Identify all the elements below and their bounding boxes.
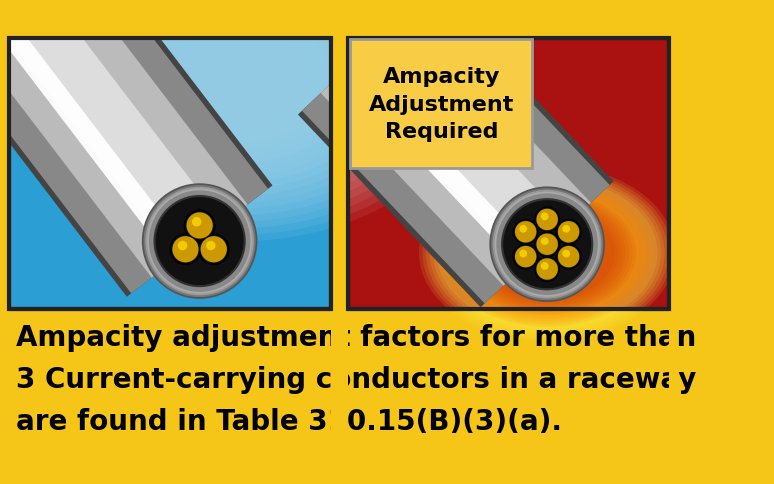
Ellipse shape bbox=[458, 192, 636, 315]
Circle shape bbox=[535, 257, 560, 282]
Ellipse shape bbox=[451, 187, 643, 319]
Bar bbox=[331, 30, 348, 454]
Circle shape bbox=[562, 226, 570, 233]
Circle shape bbox=[535, 208, 560, 232]
Circle shape bbox=[206, 241, 215, 251]
Circle shape bbox=[541, 238, 549, 245]
Ellipse shape bbox=[426, 170, 668, 336]
Circle shape bbox=[199, 235, 228, 265]
Ellipse shape bbox=[22, 0, 447, 223]
Ellipse shape bbox=[31, 0, 437, 216]
Text: Ampacity adjustment factors for more than: Ampacity adjustment factors for more tha… bbox=[15, 324, 696, 352]
Ellipse shape bbox=[469, 199, 625, 307]
Circle shape bbox=[200, 237, 227, 263]
Ellipse shape bbox=[2, 0, 466, 236]
Circle shape bbox=[491, 189, 603, 301]
Circle shape bbox=[146, 187, 254, 296]
Circle shape bbox=[170, 235, 200, 265]
Text: are found in Table 310.15(B)(3)(a).: are found in Table 310.15(B)(3)(a). bbox=[15, 408, 562, 436]
Ellipse shape bbox=[433, 175, 661, 332]
Bar bbox=[348, 30, 669, 39]
Circle shape bbox=[519, 226, 527, 233]
Circle shape bbox=[496, 194, 598, 295]
Circle shape bbox=[536, 209, 558, 231]
Ellipse shape bbox=[12, 0, 457, 229]
Circle shape bbox=[142, 184, 258, 299]
Ellipse shape bbox=[437, 178, 658, 329]
Ellipse shape bbox=[472, 202, 622, 305]
Ellipse shape bbox=[465, 197, 629, 310]
Circle shape bbox=[185, 211, 214, 241]
Ellipse shape bbox=[454, 190, 640, 317]
Circle shape bbox=[187, 213, 213, 239]
Circle shape bbox=[495, 192, 600, 297]
Circle shape bbox=[536, 234, 558, 256]
Bar bbox=[348, 39, 669, 310]
Ellipse shape bbox=[0, 0, 476, 242]
Bar bbox=[9, 39, 331, 310]
Circle shape bbox=[147, 189, 252, 294]
Bar bbox=[9, 30, 331, 39]
Circle shape bbox=[515, 246, 536, 268]
Circle shape bbox=[173, 237, 199, 263]
FancyBboxPatch shape bbox=[350, 40, 533, 169]
Bar bbox=[669, 30, 678, 454]
Circle shape bbox=[519, 250, 527, 258]
Circle shape bbox=[557, 220, 580, 244]
Circle shape bbox=[489, 187, 605, 302]
Circle shape bbox=[502, 200, 592, 290]
Ellipse shape bbox=[41, 0, 427, 210]
Circle shape bbox=[541, 262, 549, 270]
Ellipse shape bbox=[440, 180, 654, 327]
Circle shape bbox=[557, 245, 580, 269]
Ellipse shape bbox=[423, 168, 672, 339]
Ellipse shape bbox=[444, 182, 650, 324]
Text: Ampacity
Adjustment
Required: Ampacity Adjustment Required bbox=[368, 67, 514, 141]
Circle shape bbox=[155, 197, 245, 287]
Circle shape bbox=[536, 259, 558, 280]
Bar bbox=[0, 30, 9, 454]
Circle shape bbox=[515, 222, 536, 243]
Ellipse shape bbox=[480, 207, 615, 300]
Ellipse shape bbox=[419, 166, 676, 342]
Circle shape bbox=[192, 217, 201, 227]
Ellipse shape bbox=[447, 185, 647, 322]
Circle shape bbox=[535, 233, 560, 257]
Bar bbox=[9, 39, 331, 310]
Ellipse shape bbox=[462, 195, 632, 312]
Circle shape bbox=[178, 241, 187, 251]
Circle shape bbox=[149, 191, 251, 292]
Circle shape bbox=[513, 220, 538, 244]
Ellipse shape bbox=[476, 205, 618, 302]
Bar bbox=[348, 39, 669, 310]
Circle shape bbox=[562, 250, 570, 258]
Circle shape bbox=[558, 222, 579, 243]
Circle shape bbox=[144, 186, 255, 298]
Circle shape bbox=[493, 191, 601, 299]
Circle shape bbox=[558, 246, 579, 268]
Circle shape bbox=[513, 245, 538, 269]
Ellipse shape bbox=[430, 173, 665, 334]
Text: 3 Current-carrying conductors in a raceway: 3 Current-carrying conductors in a racew… bbox=[15, 365, 696, 393]
Circle shape bbox=[541, 213, 549, 221]
